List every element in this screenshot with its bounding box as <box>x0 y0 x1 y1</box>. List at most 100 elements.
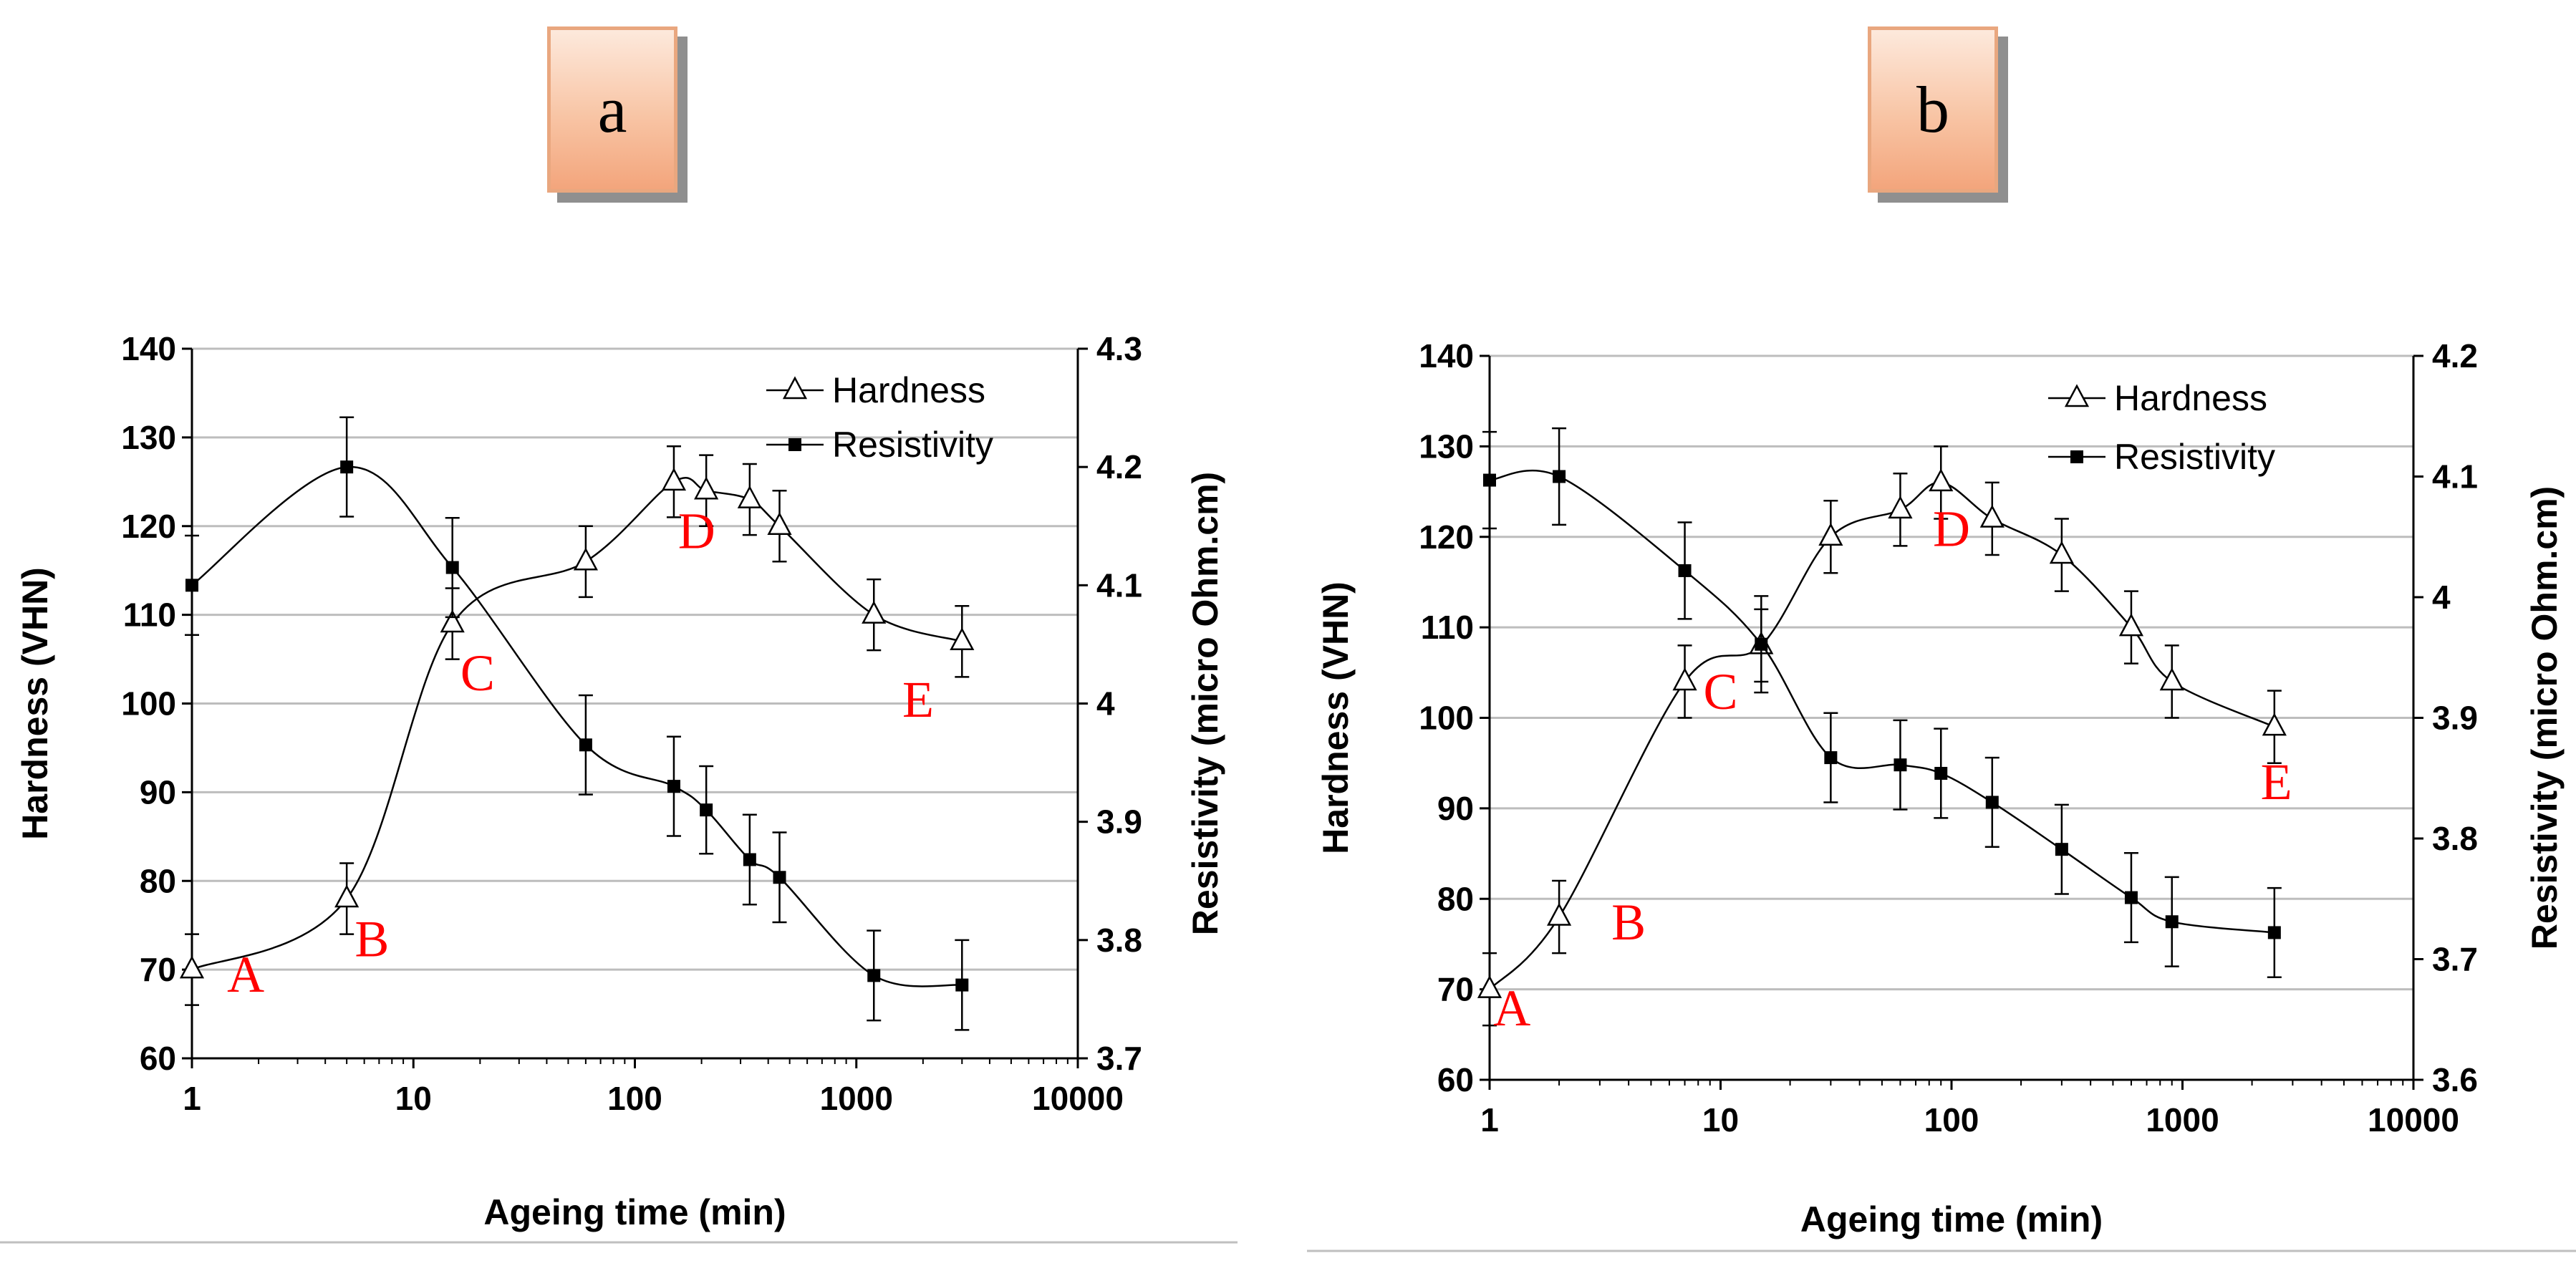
x-tick-label: 10000 <box>1032 1080 1124 1117</box>
y-tick-label: 90 <box>140 773 176 811</box>
resistivity-line <box>191 465 963 987</box>
resistivity-point <box>2124 891 2138 904</box>
series-hardness <box>179 445 975 1006</box>
hardness-point <box>179 955 205 979</box>
series-resistivity <box>1482 427 2282 979</box>
y-tick-label: 130 <box>1419 427 1474 465</box>
y-tick-label: 120 <box>1419 518 1474 556</box>
y-axis-title: Hardness (VHN) <box>1316 581 1356 854</box>
hardness-point <box>573 547 598 571</box>
annotation-d: D <box>678 503 715 560</box>
hardness-point <box>737 485 762 508</box>
hardness-point <box>1546 902 1572 926</box>
y2-tick-label: 4.1 <box>2432 458 2478 496</box>
y-tick-label: 60 <box>140 1040 176 1077</box>
y-tick-label: 70 <box>140 951 176 988</box>
resistivity-point <box>667 780 680 793</box>
hardness-point <box>2118 613 2144 637</box>
y2-tick-label: 4.1 <box>1096 566 1142 604</box>
hardness-point <box>1979 504 2005 528</box>
annotation-e: E <box>2261 753 2292 811</box>
hardness-point <box>767 512 792 535</box>
legend-item-hardness: Hardness <box>766 370 985 410</box>
y2-tick-label: 4.2 <box>2432 337 2478 374</box>
resistivity-point <box>2165 915 2179 929</box>
resistivity-point <box>743 853 756 866</box>
resistivity-point <box>1755 637 1768 651</box>
x-tick-label: 10 <box>1702 1101 1739 1139</box>
resistivity-point <box>185 579 198 592</box>
hardness-point <box>2159 667 2184 691</box>
legend-label: Resistivity <box>832 425 993 465</box>
resistivity-point <box>340 460 354 474</box>
resistivity-point <box>1678 564 1692 577</box>
hardness-point <box>661 468 687 491</box>
chart-b: 1 10 100 1000 10000607080901001101201301403.… <box>1307 337 2576 1252</box>
x-axis-title: Ageing time (min) <box>1800 1199 2103 1239</box>
hardness-point <box>1672 667 1697 691</box>
legend-marker-triangle <box>2064 384 2090 407</box>
y2-tick-label: 4.2 <box>1096 448 1142 485</box>
legend-marker-triangle <box>782 376 808 400</box>
annotation-e: E <box>902 671 934 728</box>
legend-marker-square <box>2070 450 2083 463</box>
resistivity-point <box>1824 751 1838 765</box>
resistivity-point <box>2055 843 2068 856</box>
resistivity-point <box>1553 470 1566 483</box>
y2-tick-label: 4 <box>2432 579 2451 616</box>
y-tick-label: 90 <box>1437 790 1474 827</box>
y-tick-label: 80 <box>1437 880 1474 917</box>
y-tick-label: 80 <box>140 862 176 899</box>
resistivity-point <box>2267 926 2281 939</box>
resistivity-point <box>955 978 969 992</box>
y-tick-label: 120 <box>121 508 176 545</box>
hardness-point <box>1929 468 1954 492</box>
resistivity-point <box>1985 796 1999 809</box>
y2-tick-label: 4 <box>1096 685 1115 722</box>
panel-label-a: a <box>547 26 677 193</box>
legend-label: Hardness <box>832 370 985 410</box>
y2-tick-label: 3.9 <box>1096 803 1142 841</box>
y-tick-label: 100 <box>1419 700 1474 737</box>
hardness-point <box>334 884 360 908</box>
hardness-point <box>862 600 887 624</box>
legend-item-hardness: Hardness <box>2048 378 2267 418</box>
hardness-point <box>2049 541 2074 564</box>
hardness-point <box>440 609 465 633</box>
hardness-line <box>1489 481 2275 990</box>
x-tick-label: 1000 <box>2146 1101 2219 1139</box>
x-tick-label: 1 <box>1480 1101 1499 1139</box>
y-tick-label: 100 <box>121 685 176 722</box>
y2-axis-title: Resistivity (micro Ohm.cm) <box>2524 486 2565 949</box>
legend-item-resistivity: Resistivity <box>766 425 993 465</box>
hardness-point <box>2262 712 2287 736</box>
chart-a: 1 10 100 1000 10000607080901001101201301403.… <box>0 330 1238 1244</box>
resistivity-point <box>867 969 881 982</box>
annotation-b: B <box>1611 894 1646 951</box>
y2-tick-label: 3.8 <box>1096 922 1142 959</box>
y2-tick-label: 3.8 <box>2432 820 2478 857</box>
y-axis-title: Hardness (VHN) <box>15 567 55 840</box>
x-tick-label: 100 <box>1924 1101 1979 1139</box>
annotation-c: C <box>460 644 495 702</box>
y2-axis-title: Resistivity (micro Ohm.cm) <box>1185 472 1225 935</box>
y2-tick-label: 3.6 <box>2432 1061 2478 1098</box>
x-tick-label: 1000 <box>820 1080 893 1117</box>
x-tick-label: 100 <box>607 1080 662 1117</box>
resistivity-point <box>773 871 786 884</box>
y2-tick-label: 3.9 <box>2432 700 2478 737</box>
annotation-c: C <box>1703 663 1737 720</box>
annotation-b: B <box>354 911 389 968</box>
hardness-point <box>694 476 719 500</box>
annotation-a: A <box>227 946 264 1003</box>
legend-label: Hardness <box>2114 378 2267 418</box>
y-tick-label: 130 <box>121 419 176 456</box>
resistivity-point <box>700 803 713 817</box>
y-tick-label: 140 <box>1419 337 1474 374</box>
legend-label: Resistivity <box>2114 437 2275 477</box>
hardness-point <box>1477 975 1502 998</box>
y-tick-label: 70 <box>1437 971 1474 1008</box>
resistivity-point <box>1483 473 1496 487</box>
series-hardness <box>1477 445 2287 1027</box>
y2-tick-label: 3.7 <box>2432 941 2478 978</box>
